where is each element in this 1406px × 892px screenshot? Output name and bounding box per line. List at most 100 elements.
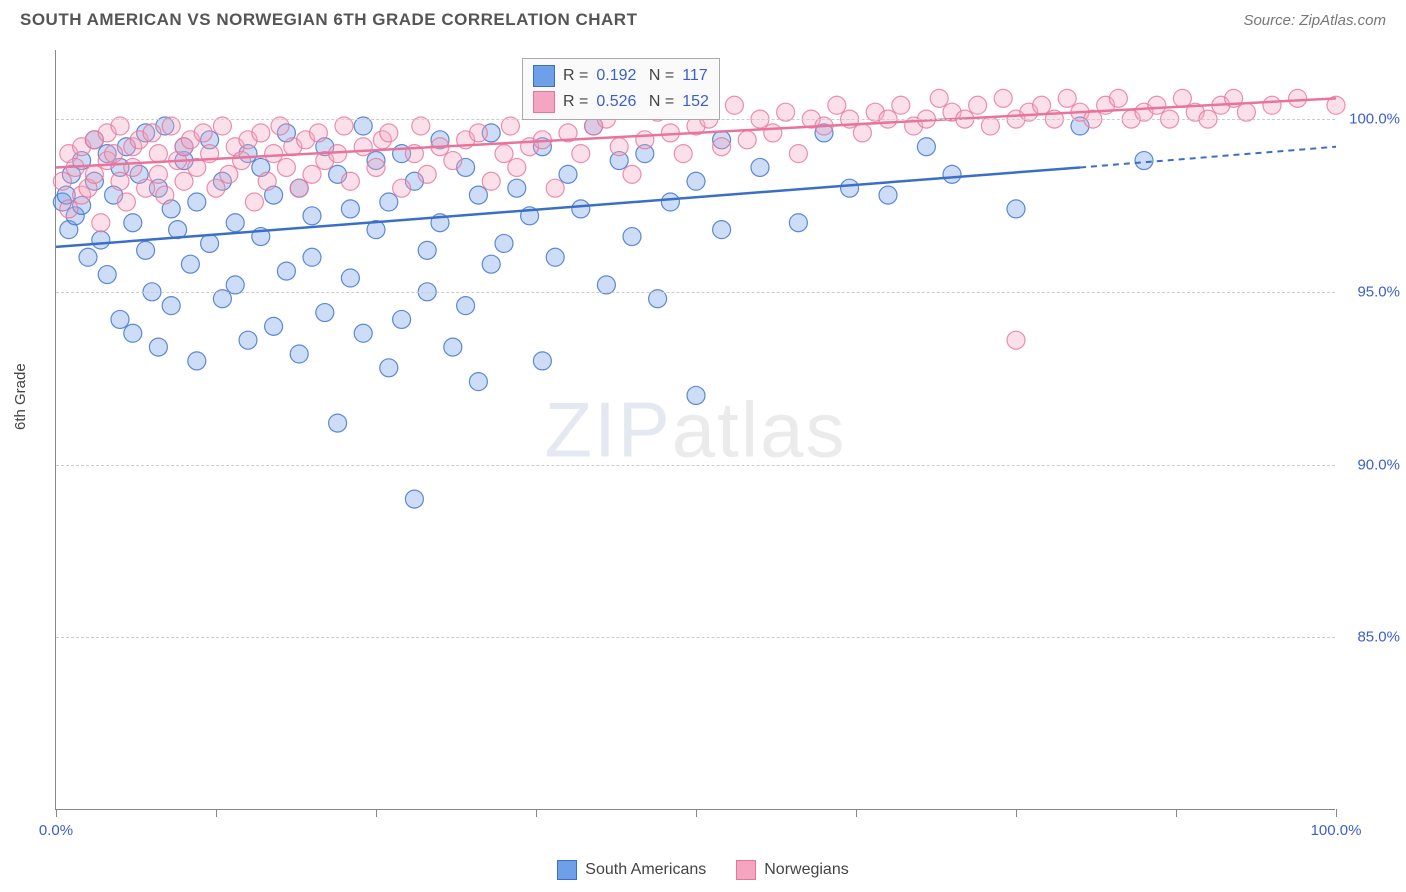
legend-swatch xyxy=(557,860,577,880)
chart-header: SOUTH AMERICAN VS NORWEGIAN 6TH GRADE CO… xyxy=(0,0,1406,36)
correlation-legend: R =0.192 N =117R =0.526 N =152 xyxy=(522,58,720,120)
data-point xyxy=(149,338,167,356)
data-point xyxy=(636,131,654,149)
xtick xyxy=(376,809,377,817)
data-point xyxy=(53,172,71,190)
legend-row: R =0.526 N =152 xyxy=(533,89,709,115)
data-point xyxy=(220,165,238,183)
trend-line-extrapolated xyxy=(1080,147,1336,168)
data-point xyxy=(994,89,1012,107)
data-point xyxy=(105,145,123,163)
data-point xyxy=(341,269,359,287)
data-point xyxy=(143,124,161,142)
data-point xyxy=(137,179,155,197)
data-point xyxy=(277,158,295,176)
data-point xyxy=(457,297,475,315)
gridline xyxy=(56,637,1335,638)
data-point xyxy=(117,193,135,211)
data-point xyxy=(341,200,359,218)
data-point xyxy=(828,96,846,114)
data-point xyxy=(572,200,590,218)
data-point xyxy=(124,324,142,342)
data-point xyxy=(661,193,679,211)
xtick xyxy=(1176,809,1177,817)
legend-label: Norwegians xyxy=(764,861,848,879)
legend-n-label: N = xyxy=(644,93,674,111)
gridline xyxy=(56,465,1335,466)
data-point xyxy=(930,89,948,107)
data-point xyxy=(354,138,372,156)
data-point xyxy=(111,172,129,190)
ytick-label: 100.0% xyxy=(1349,111,1400,128)
data-point xyxy=(469,124,487,142)
data-point xyxy=(1033,96,1051,114)
data-point xyxy=(380,193,398,211)
data-point xyxy=(1173,89,1191,107)
data-point xyxy=(853,124,871,142)
data-point xyxy=(1109,89,1127,107)
data-point xyxy=(610,138,628,156)
data-point xyxy=(303,248,321,266)
data-point xyxy=(149,165,167,183)
data-point xyxy=(92,214,110,232)
data-point xyxy=(149,145,167,163)
data-point xyxy=(393,310,411,328)
data-point xyxy=(482,172,500,190)
data-point xyxy=(405,490,423,508)
data-point xyxy=(841,179,859,197)
xtick xyxy=(1336,809,1337,817)
data-point xyxy=(226,214,244,232)
data-point xyxy=(495,234,513,252)
data-point xyxy=(316,304,334,322)
data-point xyxy=(533,352,551,370)
legend-item: South Americans xyxy=(557,860,706,880)
data-point xyxy=(239,331,257,349)
data-point xyxy=(258,172,276,190)
data-point xyxy=(201,234,219,252)
data-point xyxy=(1007,331,1025,349)
data-point xyxy=(738,131,756,149)
data-point xyxy=(111,310,129,328)
ytick-label: 95.0% xyxy=(1357,283,1400,300)
data-point xyxy=(188,352,206,370)
legend-item: Norwegians xyxy=(736,860,848,880)
data-point xyxy=(917,138,935,156)
data-point xyxy=(162,297,180,315)
data-point xyxy=(85,165,103,183)
data-point xyxy=(508,179,526,197)
data-point xyxy=(546,179,564,197)
data-point xyxy=(674,145,692,163)
data-point xyxy=(290,179,308,197)
data-point xyxy=(341,172,359,190)
xtick xyxy=(216,809,217,817)
data-point xyxy=(245,193,263,211)
data-point xyxy=(265,145,283,163)
data-point xyxy=(1007,200,1025,218)
data-point xyxy=(1263,96,1281,114)
legend-row: R =0.192 N =117 xyxy=(533,63,709,89)
legend-label: South Americans xyxy=(585,861,706,879)
data-point xyxy=(713,138,731,156)
ytick-label: 85.0% xyxy=(1357,629,1400,646)
data-point xyxy=(79,248,97,266)
data-point xyxy=(444,152,462,170)
xtick-label: 100.0% xyxy=(1311,822,1362,839)
data-point xyxy=(233,152,251,170)
gridline xyxy=(56,292,1335,293)
data-point xyxy=(418,165,436,183)
data-point xyxy=(713,221,731,239)
scatter-svg xyxy=(56,50,1335,809)
data-point xyxy=(309,124,327,142)
data-point xyxy=(879,186,897,204)
legend-n-value: 152 xyxy=(682,93,709,111)
data-point xyxy=(124,158,142,176)
xtick xyxy=(856,809,857,817)
data-point xyxy=(393,179,411,197)
legend-swatch xyxy=(736,860,756,880)
xtick xyxy=(696,809,697,817)
data-point xyxy=(156,186,174,204)
legend-r-value: 0.192 xyxy=(596,67,636,85)
data-point xyxy=(764,124,782,142)
data-point xyxy=(789,214,807,232)
data-point xyxy=(482,255,500,273)
